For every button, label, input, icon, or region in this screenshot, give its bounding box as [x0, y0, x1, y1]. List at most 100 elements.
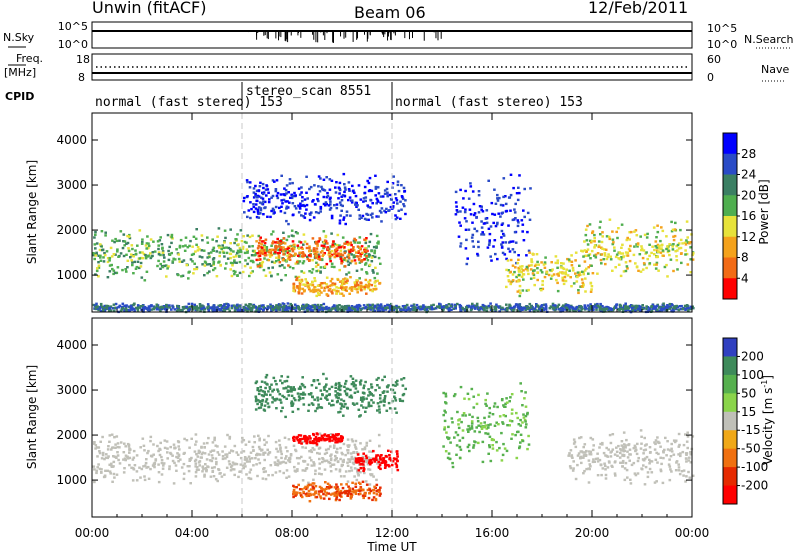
echo-cell	[373, 255, 377, 259]
echo-cell	[219, 304, 222, 307]
echo-cell	[464, 309, 467, 312]
echo-cell	[282, 246, 285, 249]
echo-cell	[127, 247, 130, 250]
echo-cell	[511, 279, 515, 282]
echo-cell	[156, 444, 159, 448]
echo-cell	[243, 251, 247, 255]
echo-cell	[206, 256, 209, 259]
echo-cell	[521, 308, 524, 311]
echo-cell	[575, 280, 579, 283]
echo-cell	[287, 235, 290, 238]
echo-cell	[378, 209, 382, 213]
echo-cell	[277, 256, 281, 259]
echo-cell	[605, 257, 609, 261]
echo-cell	[622, 448, 625, 451]
echo-cell	[335, 487, 338, 490]
echo-cell	[293, 246, 296, 249]
echo-cell	[501, 251, 505, 255]
echo-cell	[340, 209, 343, 212]
echo-cell	[359, 287, 363, 290]
echo-cell	[563, 304, 566, 308]
echo-cell	[509, 240, 512, 243]
echo-cell	[657, 250, 660, 253]
echo-cell	[618, 307, 622, 311]
echo-cell	[308, 450, 311, 453]
echo-cell	[362, 466, 365, 470]
echo-cell	[259, 209, 263, 212]
echo-cell	[175, 469, 178, 472]
echo-cell	[593, 254, 596, 257]
echo-cell	[681, 307, 684, 311]
echo-cell	[329, 445, 332, 448]
echo-cell	[686, 446, 689, 450]
echo-cell	[93, 480, 96, 484]
echo-cell	[394, 197, 398, 200]
echo-cell	[268, 253, 271, 256]
echo-cell	[356, 245, 360, 248]
echo-cell	[658, 306, 661, 309]
echo-cell	[108, 463, 111, 466]
echo-cell	[325, 202, 328, 206]
echo-cell	[360, 268, 364, 271]
echo-cell	[125, 270, 128, 273]
echo-cell	[286, 247, 289, 251]
echo-cell	[593, 460, 596, 463]
echo-cell	[100, 468, 103, 471]
echo-cell	[132, 449, 136, 453]
echo-cell	[139, 446, 142, 449]
echo-cell	[200, 446, 203, 449]
echo-cell	[112, 253, 116, 256]
echo-cell	[528, 309, 532, 312]
echo-cell	[374, 185, 378, 189]
echo-cell	[472, 406, 476, 409]
echo-cell	[149, 439, 152, 443]
echo-cell	[93, 441, 96, 444]
echo-cell	[589, 282, 593, 285]
echo-cell	[356, 453, 360, 456]
echo-cell	[358, 241, 361, 244]
echo-cell	[442, 445, 445, 448]
echo-cell	[560, 307, 563, 310]
echo-cell	[590, 249, 594, 253]
echo-cell	[640, 307, 643, 310]
echo-cell	[246, 262, 249, 266]
echo-cell	[516, 198, 520, 202]
echo-cell	[683, 304, 687, 308]
echo-cell	[103, 457, 106, 461]
echo-cell	[298, 260, 302, 263]
echo-cell	[489, 459, 493, 463]
echo-cell	[456, 433, 460, 437]
echo-cell	[328, 188, 332, 191]
echo-cell	[507, 247, 510, 250]
echo-cell	[232, 468, 236, 471]
echo-cell	[577, 291, 580, 295]
echo-cell	[254, 457, 257, 460]
echo-cell	[263, 438, 266, 442]
echo-cell	[320, 434, 324, 437]
echo-cell	[285, 476, 288, 479]
echo-cell	[313, 277, 316, 280]
echo-cell	[596, 452, 599, 455]
echo-cell	[632, 447, 636, 450]
echo-cell	[666, 448, 670, 451]
echo-cell	[334, 438, 337, 441]
echo-cell	[380, 220, 383, 223]
echo-cell	[152, 443, 155, 446]
echo-cell	[375, 493, 379, 496]
echo-cell	[321, 187, 324, 191]
echo-cell	[158, 308, 161, 311]
echo-cell	[459, 224, 462, 227]
echo-cell	[108, 256, 112, 260]
echo-cell	[472, 446, 475, 449]
echo-cell	[334, 441, 337, 444]
echo-cell	[442, 308, 445, 311]
echo-cell	[607, 460, 611, 463]
echo-cell	[477, 306, 481, 310]
echo-cell	[587, 459, 591, 462]
echo-cell	[570, 254, 573, 257]
echo-cell	[315, 294, 318, 298]
echo-cell	[520, 275, 524, 278]
echo-cell	[256, 263, 260, 267]
echo-cell	[506, 275, 510, 278]
echo-cell	[258, 264, 262, 267]
